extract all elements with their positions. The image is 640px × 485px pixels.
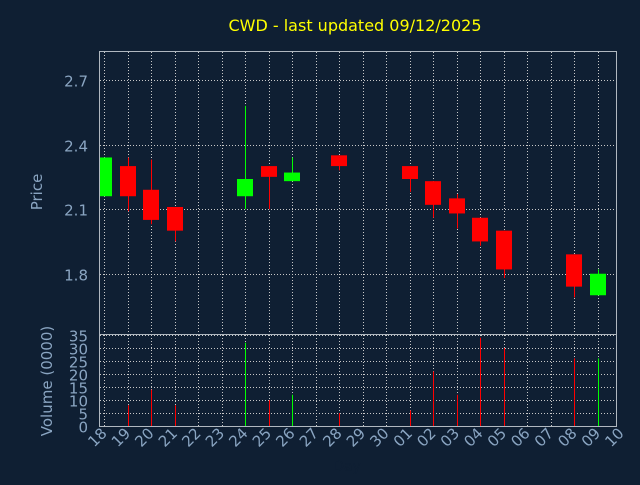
day-tick-label: 22 <box>178 424 204 450</box>
day-tick-label: 18 <box>84 424 110 450</box>
day-tick-label: 03 <box>437 424 463 450</box>
day-tick-label: 28 <box>319 424 345 450</box>
candle-body-02 <box>425 181 441 205</box>
volume-tick-label: 15 <box>69 380 88 398</box>
price-tick-labels: 1.8 2.1 2.4 2.7 <box>64 73 88 285</box>
day-tick-label: 02 <box>413 424 439 450</box>
candle-body-09 <box>590 273 606 296</box>
price-gridlines <box>100 52 616 334</box>
volume-tick-label: 30 <box>69 341 88 359</box>
volume-tick-label: 5 <box>78 406 88 424</box>
day-tick-label: 24 <box>225 424 251 450</box>
candle-body-24 <box>237 179 253 197</box>
candle-body-28 <box>331 155 347 167</box>
x-axis-label: Day <box>333 459 361 475</box>
day-tick-label: 29 <box>343 424 369 450</box>
candle-body-03 <box>449 198 465 214</box>
volume-tick-label: 35 <box>69 328 88 346</box>
day-tick-label: 26 <box>272 424 298 450</box>
day-tick-label: 04 <box>460 424 486 450</box>
candle-body-21 <box>167 206 183 231</box>
volume-gridlines <box>100 335 616 427</box>
day-tick-label: 08 <box>554 424 580 450</box>
day-tick-label: 09 <box>578 424 604 450</box>
day-tick-label: 07 <box>531 424 557 450</box>
candles <box>100 105 606 298</box>
candle-body-26 <box>284 172 300 182</box>
day-tick-label: 20 <box>131 424 157 450</box>
day-tick-label: 01 <box>390 424 416 450</box>
candle-body-19 <box>120 166 136 197</box>
volume-bars <box>128 337 599 426</box>
candle-body-18 <box>100 157 112 197</box>
candle-body-08 <box>566 254 582 287</box>
day-tick-label: 05 <box>484 424 510 450</box>
price-tick-label: 2.1 <box>64 202 88 220</box>
day-tick-label: 21 <box>155 424 181 450</box>
volume-panel-frame <box>99 334 617 427</box>
day-tick-label: 10 <box>601 424 627 450</box>
candle-body-05 <box>496 230 512 270</box>
price-panel-frame <box>99 51 617 335</box>
day-tick-label: 19 <box>108 424 134 450</box>
price-tick-label: 2.4 <box>64 138 88 156</box>
candle-body-20 <box>143 189 159 220</box>
price-axis-label: Price <box>28 174 46 211</box>
price-tick-label: 2.7 <box>64 73 88 91</box>
candle-body-01 <box>402 166 418 180</box>
day-tick-label: 25 <box>249 424 275 450</box>
day-tick-label: 27 <box>296 424 322 450</box>
volume-tick-label: 20 <box>69 367 88 385</box>
volume-tick-label: 25 <box>69 354 88 372</box>
volume-axis-label: Volume (0000) <box>38 326 56 436</box>
day-tick-labels: 1819202122232425262728293001020304050607… <box>84 424 627 450</box>
chart-title: CWD - last updated 09/12/2025 <box>228 16 481 35</box>
candle-body-25 <box>261 166 277 177</box>
day-tick-label: 30 <box>366 424 392 450</box>
volume-tick-label: 10 <box>69 393 88 411</box>
day-tick-label: 06 <box>507 424 533 450</box>
volume-tick-label: 0 <box>78 419 88 437</box>
candle-body-04 <box>472 217 488 242</box>
price-tick-label: 1.8 <box>64 267 88 285</box>
day-tick-label: 23 <box>202 424 228 450</box>
